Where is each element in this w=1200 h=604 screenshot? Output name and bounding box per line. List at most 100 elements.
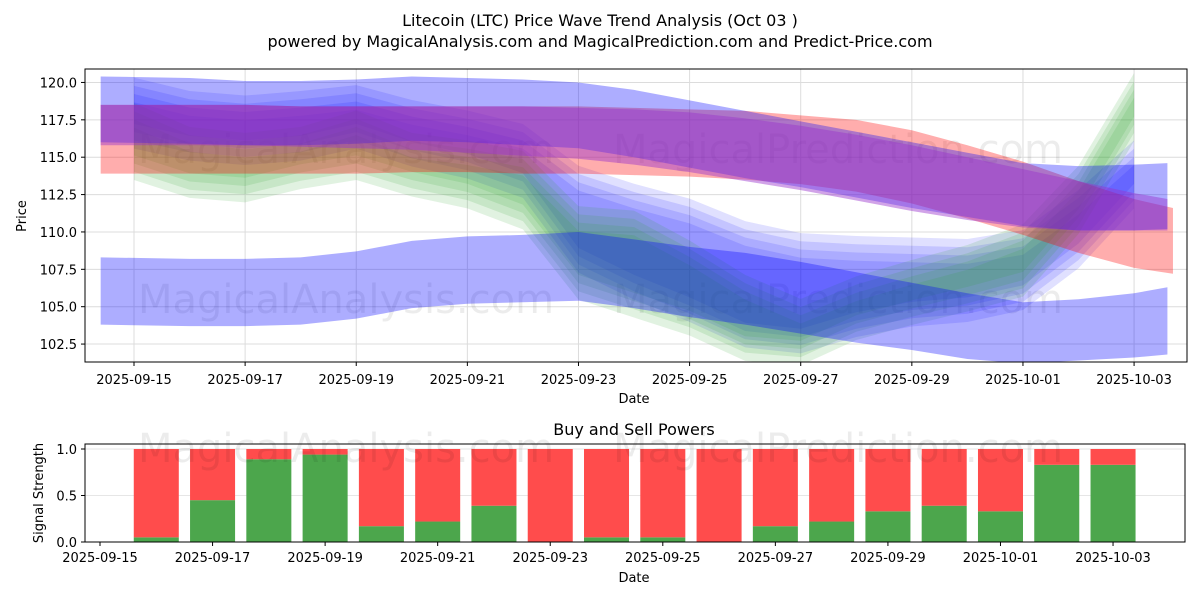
buy-sell-bars	[133, 449, 1136, 542]
buy-sell-x-tick-label: 2025-09-17	[175, 551, 251, 566]
sell-bar	[1034, 449, 1080, 465]
buy-bar	[190, 500, 236, 542]
buy-sell-plot: Buy and Sell Powers MagicalAnalysis.com …	[32, 420, 1186, 586]
price-x-ticks: 2025-09-15 2025-09-17 2025-09-19 2025-09-21…	[96, 362, 1172, 388]
buy-sell-y-tick-label: 0.5	[56, 490, 77, 505]
buy-sell-x-axis-label: Date	[618, 571, 649, 586]
price-x-tick-label: 2025-09-25	[652, 373, 728, 388]
buy-bar	[1034, 464, 1080, 542]
buy-sell-y-tick-label: 1.0	[56, 443, 77, 458]
price-x-axis-label: Date	[618, 392, 649, 407]
price-band-green-wave-band	[134, 89, 1135, 358]
buy-bar	[415, 521, 461, 542]
sell-bar	[865, 449, 911, 512]
price-band-blue-low-band	[100, 231, 1168, 362]
buy-sell-y-tick-label: 0.0	[56, 536, 77, 551]
price-y-ticks: 102.5 105.0 107.5 110.0 112.5 115.0 117.5 120.0	[40, 76, 85, 353]
buy-bar	[133, 537, 179, 542]
watermark-magicalprediction-bottom: MagicalPrediction.com	[613, 426, 1063, 472]
price-bands	[100, 73, 1173, 362]
price-x-tick-label: 2025-09-27	[763, 373, 839, 388]
sell-bar	[527, 449, 573, 542]
buy-bar	[640, 537, 686, 542]
buy-sell-x-tick-label: 2025-09-21	[400, 551, 476, 566]
sell-bar	[133, 449, 179, 538]
price-band-green-wave-band	[134, 73, 1135, 341]
buy-bar	[358, 526, 404, 542]
price-y-tick-label: 107.5	[40, 263, 77, 278]
buy-bar	[977, 511, 1023, 542]
price-x-tick-label: 2025-09-29	[874, 373, 950, 388]
price-band-blue-high-band	[100, 76, 1168, 231]
buy-sell-y-axis-label: Signal Strength	[32, 443, 47, 543]
watermark-magicalanalysis-mid: MagicalAnalysis.com	[138, 277, 554, 323]
price-band-light-blue-wave-band	[134, 94, 1135, 346]
buy-sell-x-tick-label: 2025-10-03	[1075, 551, 1151, 566]
watermark-magicalprediction-top: MagicalPrediction.com	[613, 127, 1063, 173]
sell-bar	[358, 449, 404, 527]
price-band-light-blue-wave-band	[134, 77, 1135, 329]
buy-sell-x-tick-label: 2025-10-01	[963, 551, 1039, 566]
price-wave-plot: MagicalAnalysis.com MagicalPrediction.co…	[15, 68, 1188, 407]
buy-sell-y-ticks: 0.0 0.5 1.0	[56, 443, 85, 551]
price-y-tick-label: 112.5	[40, 189, 77, 204]
buy-sell-x-tick-label: 2025-09-15	[62, 551, 138, 566]
buy-sell-x-ticks: 2025-09-15 2025-09-17 2025-09-19 2025-09-21…	[62, 542, 1151, 566]
price-band-green-wave-band	[134, 97, 1135, 362]
sell-bar	[809, 449, 855, 522]
watermark-magicalanalysis-top: MagicalAnalysis.com	[138, 127, 554, 173]
sell-bar	[1090, 449, 1136, 465]
sell-bar	[977, 449, 1023, 512]
price-y-axis-label: Price	[15, 200, 30, 232]
buy-sell-plot-frame	[84, 443, 1186, 543]
price-y-tick-label: 102.5	[40, 338, 77, 353]
price-band-light-blue-wave-band	[134, 102, 1135, 354]
price-watermarks: MagicalAnalysis.com MagicalPrediction.co…	[138, 127, 1063, 323]
watermark-magicalprediction-mid: MagicalPrediction.com	[613, 277, 1063, 323]
price-band-green-wave-band	[134, 81, 1135, 349]
buy-bar	[921, 505, 967, 542]
sell-bar	[302, 449, 348, 455]
buy-bar	[865, 511, 911, 542]
buy-bar	[809, 521, 855, 542]
price-y-tick-label: 115.0	[40, 151, 77, 166]
sell-bar	[696, 449, 742, 542]
price-x-tick-label: 2025-09-17	[207, 373, 283, 388]
buy-sell-title: Buy and Sell Powers	[553, 420, 715, 439]
buy-sell-x-tick-label: 2025-09-23	[512, 551, 588, 566]
sell-bar	[190, 449, 236, 501]
buy-sell-x-tick-label: 2025-09-27	[738, 551, 814, 566]
price-x-tick-label: 2025-09-15	[96, 373, 172, 388]
price-x-tick-label: 2025-09-21	[430, 373, 506, 388]
chart-title: Litecoin (LTC) Price Wave Trend Analysis…	[402, 11, 798, 30]
buy-bar	[302, 454, 348, 542]
price-grid	[85, 69, 1187, 362]
price-band-red-band	[100, 104, 1173, 274]
buy-bar	[1090, 464, 1136, 542]
buy-sell-x-tick-label: 2025-09-19	[287, 551, 363, 566]
price-plot-frame	[84, 68, 1188, 363]
sell-bar	[752, 449, 798, 527]
watermark-magicalanalysis-bottom: MagicalAnalysis.com	[138, 426, 554, 472]
price-x-tick-label: 2025-09-19	[318, 373, 394, 388]
sell-bar	[921, 449, 967, 506]
sell-bar	[246, 449, 292, 460]
price-band-light-blue-wave-band	[134, 85, 1135, 337]
buy-sell-x-tick-label: 2025-09-25	[625, 551, 701, 566]
buy-bar	[246, 459, 292, 542]
price-x-tick-label: 2025-10-01	[985, 373, 1061, 388]
price-x-tick-label: 2025-10-03	[1096, 373, 1172, 388]
price-x-tick-label: 2025-09-23	[541, 373, 617, 388]
buy-bar	[584, 537, 630, 542]
buy-bar	[471, 505, 517, 542]
price-y-tick-label: 105.0	[40, 301, 77, 316]
sell-bar	[471, 449, 517, 506]
sell-bar	[640, 449, 686, 538]
price-y-tick-label: 110.0	[40, 226, 77, 241]
chart-subtitle: powered by MagicalAnalysis.com and Magic…	[267, 32, 932, 51]
price-band-purple-band	[100, 104, 1168, 231]
sell-bar	[584, 449, 630, 538]
sell-bar	[415, 449, 461, 522]
